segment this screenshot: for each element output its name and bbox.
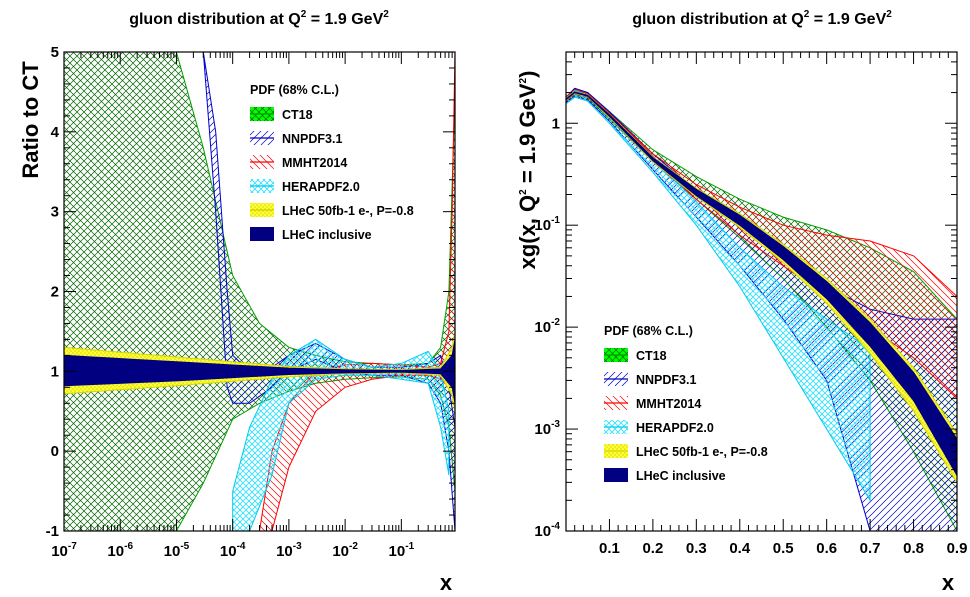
right-legend-label-herapdf2-0: HERAPDF2.0 <box>636 421 714 435</box>
right-legend-label-ct18: CT18 <box>636 349 667 363</box>
left-legend-label-lhec-50fb-1-e-p-0-8: LHeC 50fb-1 e-, P=-0.8 <box>282 204 414 218</box>
left-x-tick-label: 10-3 <box>276 541 302 560</box>
right-plot-frame <box>565 51 958 532</box>
right-legend-label-nnpdf3-1: NNPDF3.1 <box>636 373 696 387</box>
right-x-tick-label: 0.4 <box>729 540 751 557</box>
right-y-axis-label: xg(x, Q2 = 1.9 GeV2) <box>515 71 540 270</box>
right-x-tick-label: 0.8 <box>903 540 924 557</box>
left-x-tick-label: 10-6 <box>107 541 133 560</box>
left-band-mmht2014 <box>258 52 455 531</box>
right-y-tick-label: 10-4 <box>534 521 560 540</box>
left-y-tick-label: 5 <box>51 44 59 61</box>
left-ticks: 10-7 10-6 10-5 10-4 10-3 10-2 10-1 -1 0 1 2 3 4 5 <box>46 44 456 560</box>
right-x-tick-label: 0.2 <box>642 540 663 557</box>
right-legend-label-lhec-50fb-1-e-p-0-8: LHeC 50fb-1 e-, P=-0.8 <box>636 445 768 459</box>
left-y-tick-label: 4 <box>51 124 60 141</box>
left-band-lhec-inclusive <box>64 339 455 404</box>
left-x-tick-label: 10-2 <box>332 541 358 560</box>
left-band-herapdf2-0 <box>232 338 450 531</box>
left-band-ct18 <box>64 52 455 531</box>
right-legend-title: PDF (68% C.L.) <box>604 324 693 338</box>
right-ticks: 0.1 0.2 0.3 0.4 0.5 0.6 0.7 0.8 0.9 1 10-1 10-2 10-3… <box>534 51 968 557</box>
left-x-tick-label: 10-5 <box>164 541 190 560</box>
right-chart-title: gluon distribution at Q2 = 1.9 GeV2 <box>632 9 892 28</box>
right-panel: gluon distribution at Q2 = 1.9 GeV2 0.1 0… <box>515 9 967 595</box>
right-x-axis-label: x <box>942 570 955 595</box>
left-legend-label-lhec-inclusive: LHeC inclusive <box>282 228 372 242</box>
right-legend-label-mmht2014: MMHT2014 <box>636 397 701 411</box>
right-x-tick-label: 0.3 <box>686 540 707 557</box>
left-x-axis-label: x <box>440 570 453 595</box>
right-x-tick-label: 0.7 <box>860 540 881 557</box>
left-panel: gluon distribution at Q2 = 1.9 GeV2 10-7… <box>18 9 456 595</box>
right-x-tick-label: 0.5 <box>773 540 794 557</box>
right-y-tick-label: 10-2 <box>534 317 560 336</box>
right-y-tick-label: 10-1 <box>534 215 560 234</box>
right-band-lhec-50fb-1-e-p-0-8 <box>566 90 957 484</box>
left-legend-label-herapdf2-0: HERAPDF2.0 <box>282 180 360 194</box>
right-legend-label-lhec-inclusive: LHeC inclusive <box>636 469 726 483</box>
left-legend-title: PDF (68% C.L.) <box>250 83 339 97</box>
left-x-tick-label: 10-7 <box>51 541 77 560</box>
left-y-tick-label: 1 <box>51 363 59 380</box>
left-x-tick-label: 10-4 <box>220 541 246 560</box>
left-chart-title: gluon distribution at Q2 = 1.9 GeV2 <box>129 9 389 28</box>
right-x-tick-label: 0.9 <box>947 540 968 557</box>
left-x-tick-label: 10-1 <box>389 541 415 560</box>
left-legend-label-ct18: CT18 <box>282 108 313 122</box>
left-y-tick-label: 3 <box>51 204 59 221</box>
left-legend: PDF (68% C.L.) CT18 NNPDF3.1 MMHT2014 HERAPD… <box>250 83 414 242</box>
left-y-axis-label: Ratio to CT <box>18 61 43 179</box>
right-x-tick-label: 0.6 <box>816 540 837 557</box>
left-y-tick-label: -1 <box>46 523 59 540</box>
right-band-lhec-inclusive <box>566 91 957 477</box>
left-legend-label-nnpdf3-1: NNPDF3.1 <box>282 132 342 146</box>
left-bands <box>64 52 455 531</box>
right-bands <box>566 87 957 531</box>
right-legend: PDF (68% C.L.) CT18 NNPDF3.1 MMHT2014 HERAPD… <box>604 324 768 483</box>
left-y-tick-label: 0 <box>51 443 59 460</box>
left-legend-label-mmht2014: MMHT2014 <box>282 156 347 170</box>
right-y-tick-label: 10-3 <box>534 419 560 438</box>
right-x-tick-label: 0.1 <box>599 540 620 557</box>
right-y-tick-label: 1 <box>552 115 560 132</box>
left-y-tick-label: 2 <box>51 284 59 301</box>
